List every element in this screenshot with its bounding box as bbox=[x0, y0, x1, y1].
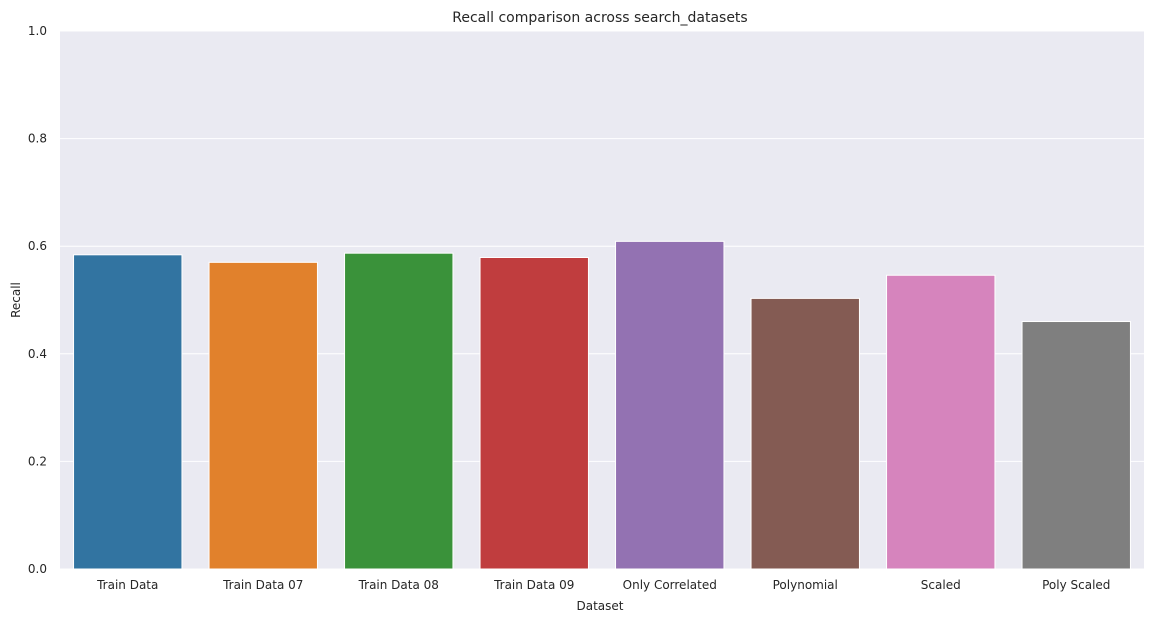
bar-train-data-08 bbox=[344, 252, 454, 570]
x-tick-label: Scaled bbox=[921, 578, 961, 592]
bar-train-data-07 bbox=[208, 261, 318, 570]
x-tick-label: Polynomial bbox=[773, 578, 838, 592]
y-tick-label: 0.6 bbox=[28, 239, 47, 253]
bar-train-data bbox=[73, 254, 183, 570]
chart-title: Recall comparison across search_datasets bbox=[452, 10, 747, 26]
bar-only-correlated bbox=[615, 240, 725, 570]
x-tick-label: Train Data bbox=[96, 578, 158, 592]
y-tick-label: 0.2 bbox=[28, 454, 47, 468]
x-tick-labels: Train Data Train Data 07 Train Data 08 Trai… bbox=[96, 578, 1110, 592]
bar-scaled bbox=[886, 274, 996, 570]
x-tick-label: Train Data 08 bbox=[358, 578, 439, 592]
x-tick-label: Train Data 09 bbox=[493, 578, 574, 592]
y-tick-labels: 0.0 0.2 0.4 0.6 0.8 1.0 bbox=[28, 24, 47, 576]
x-tick-label: Poly Scaled bbox=[1042, 578, 1110, 592]
x-tick-label: Train Data 07 bbox=[222, 578, 303, 592]
x-tick-label: Only Correlated bbox=[623, 578, 717, 592]
y-axis-label: Recall bbox=[9, 282, 23, 318]
y-tick-label: 0.8 bbox=[28, 132, 47, 146]
bar-polynomial bbox=[750, 297, 860, 570]
y-tick-label: 0.0 bbox=[28, 562, 47, 576]
y-tick-label: 1.0 bbox=[28, 24, 47, 38]
y-tick-label: 0.4 bbox=[28, 347, 47, 361]
bar-poly-scaled bbox=[1021, 321, 1131, 570]
bar-train-data-09 bbox=[479, 256, 589, 570]
bars bbox=[73, 240, 1131, 570]
x-axis-label: Dataset bbox=[577, 599, 624, 613]
